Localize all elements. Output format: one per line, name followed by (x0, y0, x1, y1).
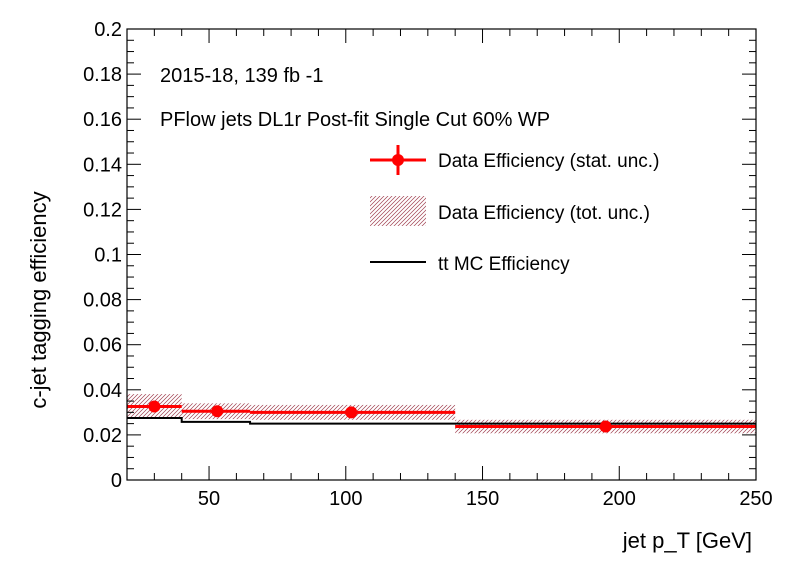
data-point (599, 420, 612, 433)
data-point (345, 406, 358, 419)
y-axis-label: c-jet tagging efficiency (26, 191, 51, 408)
annotation-lumi: 2015-18, 139 fb -1 (160, 65, 323, 87)
y-tick-label: 0.18 (83, 64, 122, 86)
x-tick-label: 150 (466, 488, 499, 510)
y-tick-label: 0.1 (94, 245, 122, 267)
axis-ticks (126, 28, 757, 481)
y-tick-label: 0.02 (83, 425, 122, 447)
data-efficiency-series (127, 400, 756, 433)
y-tick-label: 0 (111, 470, 122, 492)
y-tick-label: 0.12 (83, 199, 122, 221)
legend-entry-tot: Data Efficiency (tot. unc.) (370, 196, 650, 226)
x-tick-label: 250 (739, 488, 772, 510)
y-tick-label: 0.08 (83, 290, 122, 312)
x-tick-label: 50 (198, 488, 220, 510)
legend-label-tot: Data Efficiency (tot. unc.) (438, 203, 650, 224)
tick-labels: 0 0.02 0.04 0.06 0.08 0.1 0.12 0.14 0.16 0.18 0.2 5… (83, 19, 773, 510)
x-tick-label: 200 (603, 488, 636, 510)
legend-entry-stat: Data Efficiency (stat. unc.) (370, 145, 659, 175)
legend-label-mc: tt MC Efficiency (438, 254, 570, 275)
mc-step-line (127, 416, 756, 425)
mc-efficiency-series (127, 416, 756, 425)
annotation-selection: PFlow jets DL1r Post-fit Single Cut 60% … (160, 109, 550, 131)
y-tick-label: 0.16 (83, 109, 122, 131)
legend-entry-mc: tt MC Efficiency (370, 254, 570, 275)
y-tick-label: 0.06 (83, 335, 122, 357)
y-tick-label: 0.14 (83, 154, 122, 176)
legend: Data Efficiency (stat. unc.) Data Effici… (370, 145, 659, 275)
data-point (211, 405, 224, 418)
legend-label-stat: Data Efficiency (stat. unc.) (438, 151, 659, 172)
x-axis-label: jet p_T [GeV] (622, 528, 752, 553)
y-tick-label: 0.04 (83, 380, 122, 402)
y-tick-label: 0.2 (94, 19, 122, 41)
data-point (148, 400, 161, 413)
x-tick-label: 100 (329, 488, 362, 510)
